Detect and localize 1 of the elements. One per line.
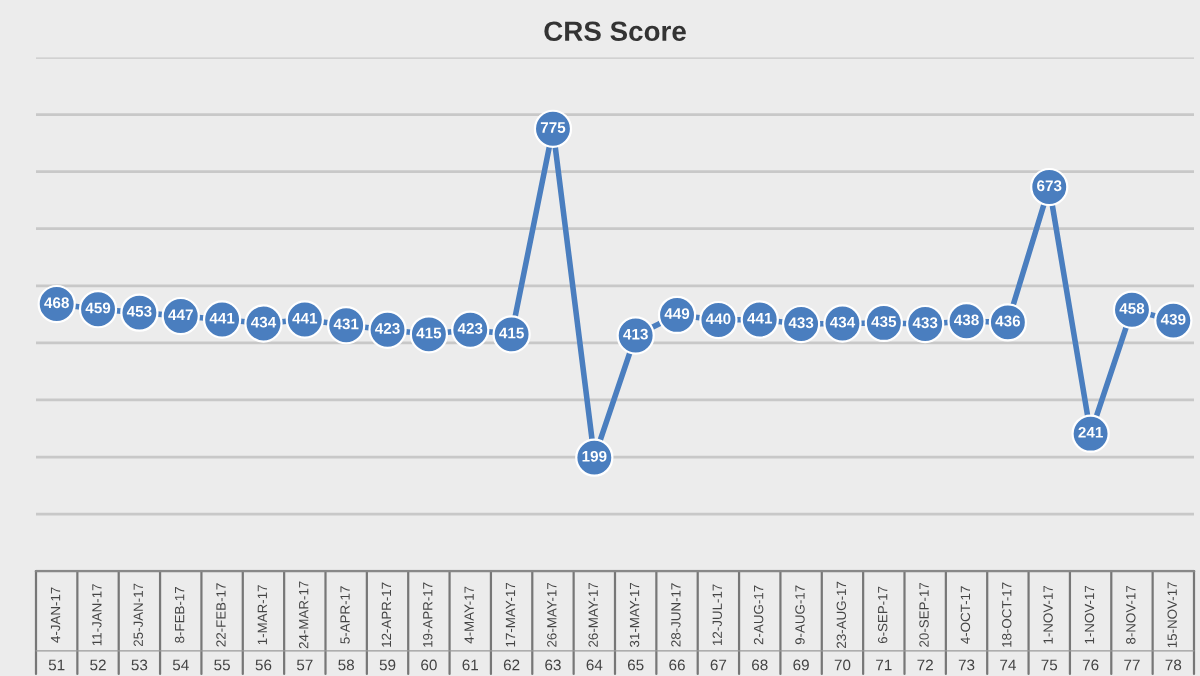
chart-title: CRS Score (544, 21, 686, 42)
